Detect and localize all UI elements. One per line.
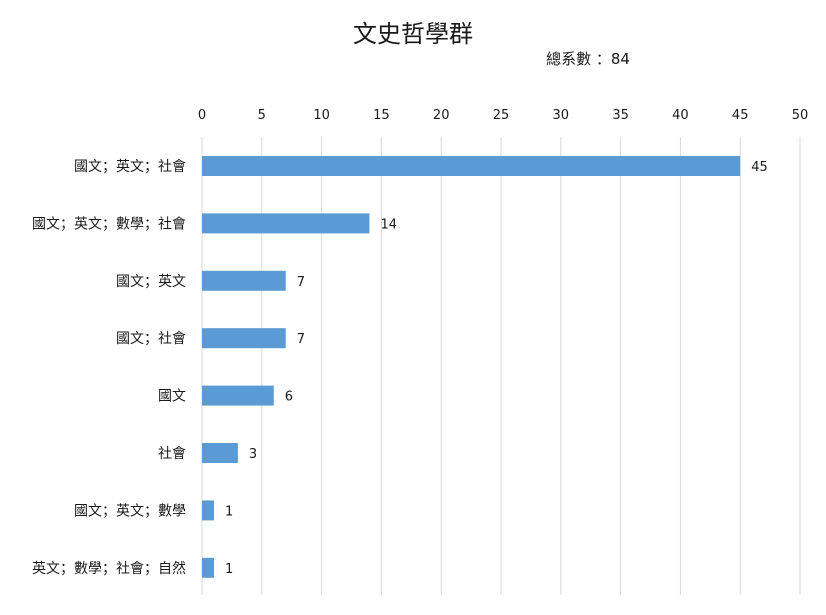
data-label: 45: [751, 160, 768, 175]
x-tick-label: 5: [258, 108, 266, 123]
chart-subtitle: 總系數 ：84: [546, 50, 630, 68]
data-label: 7: [297, 332, 305, 347]
x-tick-label: 0: [198, 108, 206, 123]
data-labels: 45 14 7 7 6 3 1 1: [225, 160, 768, 577]
x-tick-label: 20: [433, 108, 450, 123]
x-tick-label: 45: [732, 108, 749, 123]
category-label: 國文；英文；數學: [74, 502, 186, 519]
category-label: 國文: [158, 389, 186, 405]
x-axis-ticks: 0 5 10 15 20 25 30 35 40 45 50: [198, 108, 808, 123]
category-labels: 國文；英文；社會國文；英文；數學；社會國文；英文國文；社會國文社會國文；英文；數…: [32, 158, 186, 577]
bar-0: [202, 156, 741, 176]
bar-4: [202, 385, 274, 406]
data-label: 1: [225, 562, 233, 577]
x-tick-label: 10: [313, 108, 330, 123]
bar-2: [202, 270, 286, 291]
x-tick-label: 15: [373, 108, 390, 123]
category-label: 國文；英文: [116, 273, 186, 290]
category-label: 國文；英文；數學；社會: [32, 215, 186, 232]
category-label: 社會: [158, 446, 186, 462]
chart-title: 文史哲學群: [353, 20, 473, 48]
data-label: 7: [297, 275, 305, 290]
bars: [202, 156, 741, 578]
category-label: 英文；數學；社會；自然: [32, 560, 186, 577]
bar-5: [202, 443, 238, 463]
x-tick-label: 25: [493, 108, 510, 123]
gridlines: [201, 137, 801, 595]
x-tick-label: 30: [553, 108, 570, 123]
data-label: 6: [285, 390, 293, 405]
bar-7: [202, 557, 214, 578]
category-label: 國文；英文；社會: [74, 158, 186, 175]
x-tick-label: 40: [672, 108, 689, 123]
data-label: 14: [380, 217, 397, 232]
data-label: 1: [225, 504, 233, 519]
bar-1: [202, 213, 370, 234]
data-label: 3: [249, 447, 257, 462]
category-label: 國文；社會: [116, 331, 186, 347]
bar-3: [202, 328, 286, 349]
x-tick-label: 35: [612, 108, 629, 123]
bar-6: [202, 500, 214, 521]
x-tick-label: 50: [792, 108, 809, 123]
